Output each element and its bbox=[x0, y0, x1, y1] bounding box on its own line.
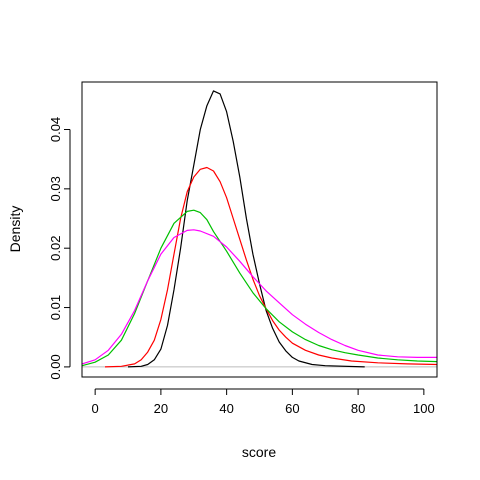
x-tick-label: 40 bbox=[219, 401, 233, 416]
x-tick-label: 20 bbox=[154, 401, 168, 416]
x-tick-label: 80 bbox=[351, 401, 365, 416]
x-tick-label: 60 bbox=[285, 401, 299, 416]
y-tick-label: 0.01 bbox=[48, 295, 63, 320]
x-axis: 0 20 40 60 80 100 bbox=[92, 388, 435, 416]
x-tick-label: 100 bbox=[413, 401, 435, 416]
density-line-4 bbox=[81, 229, 437, 365]
y-axis-label: Density bbox=[7, 206, 23, 253]
y-axis: 0.00 0.01 0.02 0.03 0.04 bbox=[48, 117, 71, 380]
y-tick-label: 0.00 bbox=[48, 354, 63, 379]
y-tick-label: 0.03 bbox=[48, 176, 63, 201]
x-tick-label: 0 bbox=[92, 401, 99, 416]
plot-frame bbox=[81, 81, 438, 378]
density-line-3 bbox=[81, 209, 438, 367]
density-line-1 bbox=[127, 90, 365, 368]
density-line-2 bbox=[104, 166, 438, 368]
y-tick-label: 0.04 bbox=[48, 117, 63, 142]
x-axis-label: score bbox=[242, 444, 276, 460]
series-layer bbox=[81, 90, 438, 368]
y-tick-label: 0.02 bbox=[48, 236, 63, 261]
